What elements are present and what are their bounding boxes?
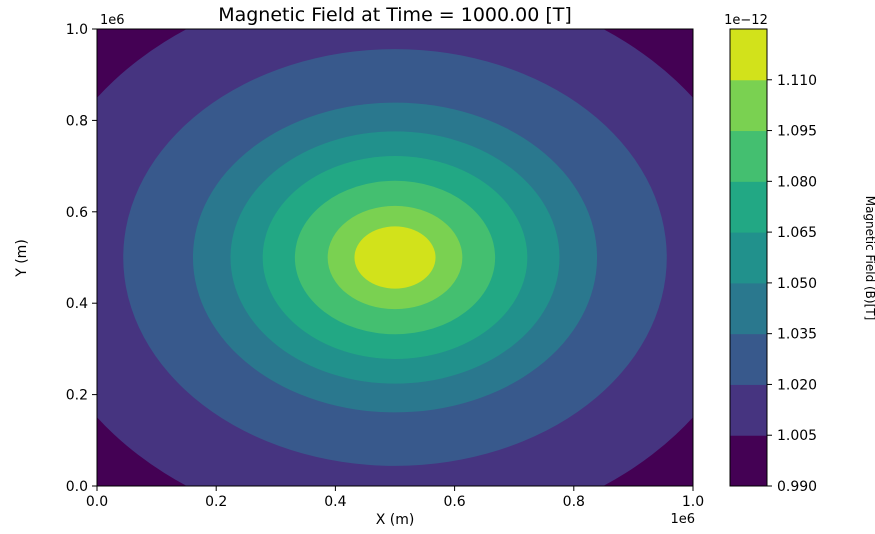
colorbar-segment-6 <box>730 130 767 182</box>
colorbar: 0.990 1.005 1.020 1.035 1.050 1.065 1.080 1.095… <box>729 28 817 495</box>
x-tick-label: 0.0 <box>86 494 108 510</box>
chart-title: Magnetic Field at Time = 1000.00 [T] <box>218 4 572 26</box>
y-tick-label: 0.0 <box>66 479 88 495</box>
colorbar-tick-label: 1.005 <box>777 428 817 444</box>
x-tick-label: 0.4 <box>324 494 346 510</box>
colorbar-tick-label: 0.990 <box>777 479 817 495</box>
x-tick-label: 0.2 <box>205 494 227 510</box>
x-tick-label: 0.8 <box>563 494 585 510</box>
colorbar-segment-4 <box>730 232 767 284</box>
x-tick-label: 1.0 <box>682 494 704 510</box>
y-tick-label: 1.0 <box>66 22 88 38</box>
colorbar-tick-label: 1.050 <box>777 276 817 292</box>
colorbar-frame <box>729 28 768 487</box>
y-tick-label: 0.8 <box>66 113 88 129</box>
colorbar-tick-label: 1.095 <box>777 124 817 140</box>
x-axis-label: X (m) <box>376 512 415 528</box>
axes: 0.0 0.2 0.4 0.6 0.8 1.0 0.0 0.2 0.4 0.6 0.8 1.0 <box>66 22 704 510</box>
colorbar-tick-label: 1.020 <box>777 377 817 393</box>
plot-area <box>97 29 693 486</box>
y-axis-offset-label: 1e6 <box>100 13 125 28</box>
colorbar-tick-label: 1.110 <box>777 73 817 89</box>
axes-frame <box>96 28 694 487</box>
colorbar-tick-label: 1.035 <box>777 327 817 343</box>
x-axis-offset-label: 1e6 <box>670 512 695 527</box>
contour-band-8 <box>354 226 436 289</box>
colorbar-segment-0 <box>730 435 767 487</box>
y-tick-label: 0.6 <box>66 205 88 221</box>
x-tick-label: 0.6 <box>443 494 465 510</box>
colorbar-segment-1 <box>730 384 767 436</box>
y-tick-label: 0.4 <box>66 296 88 312</box>
y-axis-label: Y (m) <box>14 239 30 278</box>
colorbar-segment-8 <box>730 29 767 81</box>
colorbar-offset-label: 1e−12 <box>724 13 768 28</box>
colorbar-tick-label: 1.065 <box>777 225 817 241</box>
y-tick-label: 0.2 <box>66 388 88 404</box>
colorbar-segment-3 <box>730 282 767 335</box>
colorbar-tick-label: 1.080 <box>777 174 817 190</box>
colorbar-segment-2 <box>730 333 767 385</box>
colorbar-label: Magnetic Field (B)[T] <box>863 196 875 321</box>
colorbar-segment-5 <box>730 181 767 233</box>
colorbar-segment-7 <box>730 79 767 132</box>
